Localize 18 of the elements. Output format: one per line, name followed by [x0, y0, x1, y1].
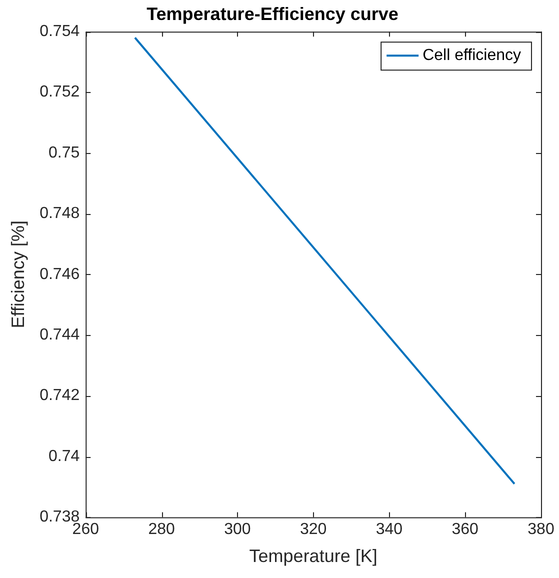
- x-tick-label: 380: [528, 521, 554, 538]
- x-tick-label: 280: [148, 521, 175, 538]
- chart-title: Temperature-Efficiency curve: [146, 4, 398, 24]
- y-tick-label: 0.754: [40, 23, 80, 40]
- x-tick-label: 300: [224, 521, 251, 538]
- y-tick-label: 0.752: [40, 84, 80, 101]
- y-tick-label: 0.742: [40, 387, 80, 404]
- x-tick-label: 340: [376, 521, 403, 538]
- x-tick-label: 360: [452, 521, 479, 538]
- y-axis-title: Efficiency [%]: [8, 220, 28, 328]
- y-tick-label: 0.75: [48, 144, 80, 162]
- y-tick-label: 0.744: [40, 326, 80, 344]
- y-tick-label: 0.74: [48, 448, 80, 465]
- y-tick-label: 0.746: [40, 266, 80, 283]
- x-tick-label: 320: [300, 521, 327, 538]
- y-tick-label: 0.748: [40, 205, 80, 222]
- legend-label: Cell efficiency: [422, 47, 522, 64]
- x-axis-title: Temperature [K]: [249, 546, 378, 566]
